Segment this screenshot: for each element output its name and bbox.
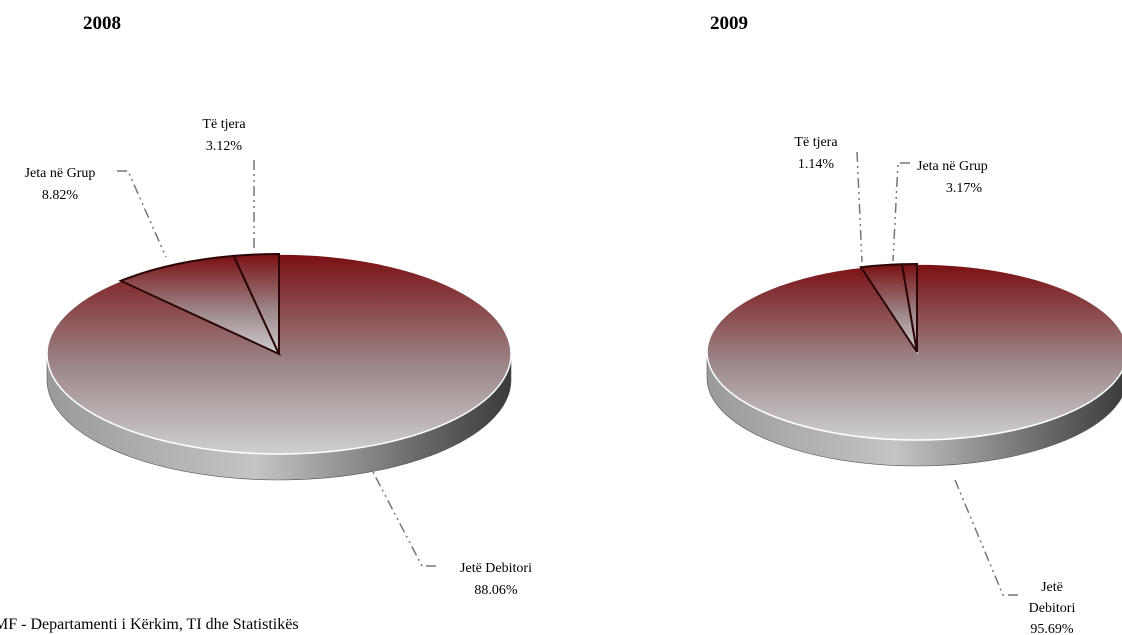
slice-label-group-2008: Jeta në Grup 8.82% [25, 166, 96, 203]
source-note: MF - Departamenti i Kërkim, TI dhe Stati… [0, 616, 299, 633]
leader-line-2008-2 [371, 469, 436, 567]
chart-2009: 2009 Të tjera 1.14% Jeta në Grup 3.17% J… [706, 13, 1122, 635]
slice-name: Jetë [1041, 580, 1063, 595]
pie-slice-2009-jet-debitori [706, 263, 1122, 441]
leader-line-2009-0 [856, 151, 863, 263]
pie-slice-2008-jeta-n-grup [118, 254, 282, 357]
pie-2009 [706, 151, 1122, 596]
slice-label-debtor-2009: Jetë Debitori 95.69% [1029, 580, 1076, 635]
leader-line-2008-1 [117, 170, 167, 258]
slice-name: Të tjera [202, 117, 246, 132]
slice-value: 95.69% [1030, 622, 1074, 635]
slice-name: Jeta në Grup [25, 166, 96, 181]
slice-label-other-2008: Të tjera 3.12% [202, 117, 246, 154]
pie-slice-2009-t-tjera [900, 262, 918, 353]
slice-value: 1.14% [798, 157, 835, 172]
slice-value: 8.82% [42, 188, 79, 203]
leader-line-2009-2 [954, 479, 1018, 596]
chart-title-2009: 2009 [710, 13, 748, 34]
slice-label-debtor-2008: Jetë Debitori 88.06% [460, 561, 532, 598]
pie-2008 [46, 160, 512, 567]
slice-value: 3.12% [206, 139, 243, 154]
slice-value: 3.17% [946, 181, 983, 196]
slice-label-other-2009: Të tjera 1.14% [794, 135, 838, 172]
pie-slice-2008-t-tjera [232, 252, 280, 355]
slice-name: Jeta në Grup [917, 159, 988, 174]
slice-name: Debitori [1029, 601, 1076, 616]
slice-name: Të tjera [794, 135, 838, 150]
slice-label-group-2009: Jeta në Grup 3.17% [917, 159, 988, 196]
slice-value: 88.06% [474, 583, 518, 598]
chart-title-2008: 2008 [83, 13, 121, 34]
slice-name: Jetë Debitori [460, 561, 532, 576]
chart-2008: 2008 Të tjera 3.12% Jeta në Grup 8.82% J… [25, 13, 532, 598]
leader-line-2009-1 [892, 162, 910, 262]
